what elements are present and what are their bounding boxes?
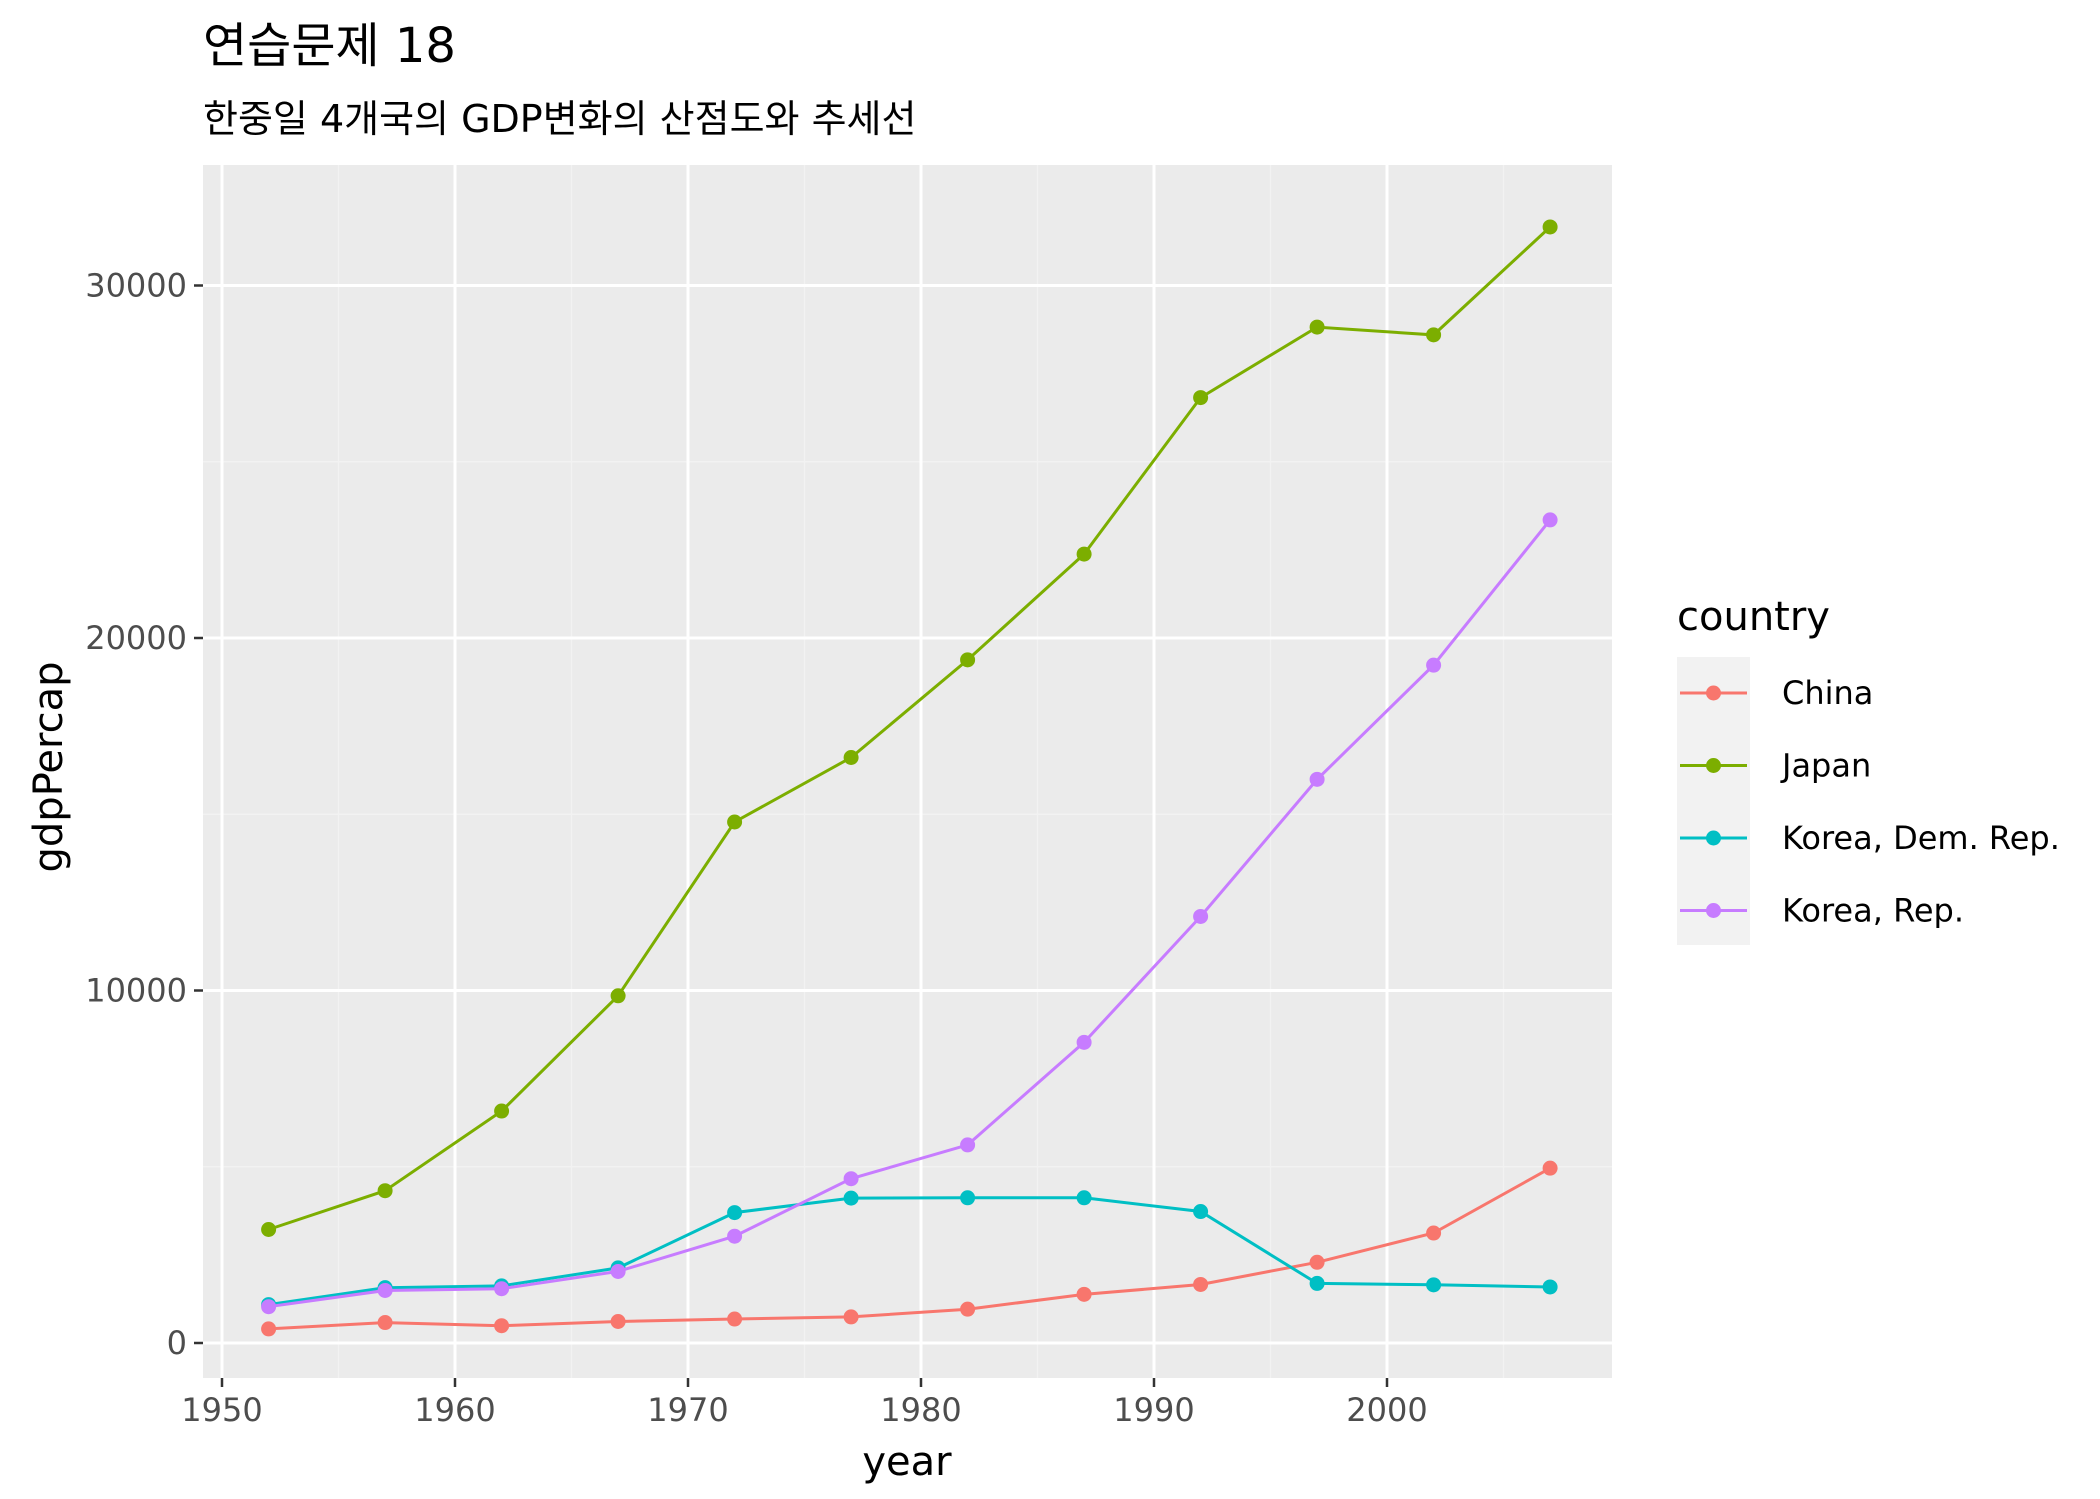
series-line [268,518,1552,1309]
chart-title: 연습문제 18 [203,18,456,74]
legend-key-point [1706,685,1721,701]
data-point [727,1205,743,1221]
data-point [1309,1275,1325,1291]
data-point [960,1190,976,1206]
data-point [843,1309,859,1325]
data-point [1542,1160,1558,1176]
x-tick-label: 1980 [880,1391,961,1429]
data-point [843,1171,859,1187]
data-point [1309,1254,1325,1270]
data-point [1542,219,1558,235]
data-point [1076,546,1092,562]
data-point [377,1282,393,1298]
legend-label: China [1782,674,1873,712]
data-point [377,1183,393,1199]
legend-label: Korea, Rep. [1782,892,1964,930]
y-tick-label: 30000 [85,267,187,305]
legend-key-background [1677,657,1750,945]
y-tick-label: 20000 [85,619,187,657]
grid-lines [203,165,1612,1378]
data-point [494,1103,510,1119]
x-tick-label: 1990 [1113,1391,1194,1429]
data-point [494,1318,510,1334]
x-tick-label: 1970 [647,1391,728,1429]
data-point [1076,1286,1092,1302]
data-point [960,1301,976,1317]
data-point [1426,327,1442,343]
data-point [261,1299,277,1315]
data-point [843,749,859,765]
data-point [1193,908,1209,924]
data-point [1426,1277,1442,1293]
x-axis-title: year [862,1439,952,1485]
legend: country China Japan Korea, Dem. Rep. Korea,… [1677,594,2060,945]
y-tick-label: 10000 [85,972,187,1010]
data-point [494,1281,510,1297]
data-point [610,988,626,1004]
data-point [1076,1190,1092,1206]
data-point [727,1228,743,1244]
legend-label: Korea, Dem. Rep. [1782,819,2060,857]
data-point [610,1313,626,1329]
data-point [1193,1276,1209,1292]
series-line [268,1166,1551,1331]
data-point [610,1263,626,1279]
data-point [960,652,976,668]
data-point [261,1221,277,1237]
legend-key-point [1706,830,1721,846]
plot-panel [203,165,1612,1378]
data-point [1193,1204,1209,1220]
data-point [1542,1279,1558,1295]
data-point [1076,1034,1092,1050]
data-point [727,814,743,830]
data-point [1426,1225,1442,1241]
legend-key-point [1706,903,1721,918]
data-point [727,1311,743,1327]
data-point [1193,390,1209,406]
chart-subtitle: 한중일 4개국의 GDP변화의 산점도와 추세선 [203,97,916,141]
y-tick-label: 0 [167,1324,187,1362]
legend-label: Japan [1780,747,1871,785]
data-point [261,1321,277,1337]
legend-title: country [1677,594,1830,640]
x-tick-label: 1960 [414,1391,495,1429]
x-tick-label: 1950 [181,1391,262,1429]
legend-key-point [1706,758,1721,773]
data-point [1309,319,1325,335]
data-point [1542,512,1558,528]
data-point [1426,657,1442,673]
data-point [843,1190,859,1206]
series-layer [261,219,1558,1337]
data-point [960,1137,976,1153]
data-point [377,1315,393,1331]
data-point [1309,771,1325,787]
series-line [268,1196,1551,1307]
series-line [268,225,1552,1231]
x-tick-label: 2000 [1346,1391,1427,1429]
y-axis-title: gdpPercap [26,662,72,873]
